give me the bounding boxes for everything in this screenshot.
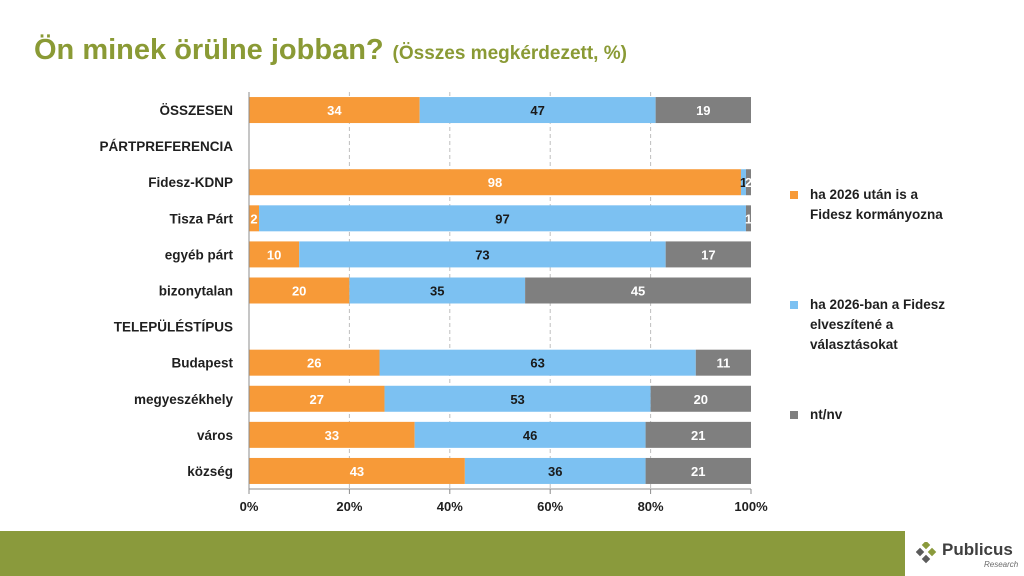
category-label: ÖSSZESEN xyxy=(159,103,233,118)
bar-segment xyxy=(299,241,666,268)
legend-swatch-blue xyxy=(790,301,798,309)
data-label: 10 xyxy=(267,247,281,262)
legend-swatch-orange xyxy=(790,191,798,199)
category-label: bizonytalan xyxy=(159,284,233,299)
diamond-logo-icon xyxy=(916,542,937,564)
legend-swatch-gray xyxy=(790,411,798,419)
bar-segment xyxy=(745,205,751,232)
category-label: Fidesz-KDNP xyxy=(148,175,233,190)
data-label: 17 xyxy=(701,247,715,262)
bar-segment xyxy=(249,169,741,196)
x-tick-label: 40% xyxy=(437,499,463,514)
data-label: 45 xyxy=(631,284,645,299)
category-label: TELEPÜLÉSTÍPUS xyxy=(114,320,233,335)
data-label: 2 xyxy=(745,175,752,190)
x-tick-label: 0% xyxy=(240,499,259,514)
logo-sub: Research xyxy=(984,560,1019,569)
category-label: Budapest xyxy=(171,356,233,371)
category-label: Tisza Párt xyxy=(169,211,233,226)
data-label: 1 xyxy=(745,211,752,226)
x-tick-label: 80% xyxy=(638,499,664,514)
data-label: 21 xyxy=(691,464,705,479)
bar-segment xyxy=(384,385,651,412)
legend-item-fidesz-loses: ha 2026-ban a Fidesz elveszítené a válas… xyxy=(790,295,1020,359)
data-label: 20 xyxy=(694,392,708,407)
data-label: 47 xyxy=(530,103,544,118)
category-label: megyeszékhely xyxy=(134,392,234,407)
category-label: PÁRTPREFERENCIA xyxy=(99,139,233,154)
legend-label-line: választásokat xyxy=(810,337,898,352)
logo-name: Publicus xyxy=(942,540,1013,559)
legend-label-line: nt/nv xyxy=(810,407,843,422)
stacked-bar-chart: 0% 20% 40% 60% 80% 100% ÖSSZESEN 34 47 19 PÁRTPREF… xyxy=(99,92,768,514)
bar-segment xyxy=(249,385,385,412)
bar-segment xyxy=(414,421,646,448)
data-label: 1 xyxy=(740,175,747,190)
x-tick-label: 100% xyxy=(734,499,768,514)
bar-segment xyxy=(249,349,380,376)
bar-segment xyxy=(249,241,300,268)
data-label: 73 xyxy=(475,247,489,262)
publicus-logo: Publicus Research xyxy=(914,537,1022,573)
bar-segment xyxy=(349,277,526,304)
data-label: 11 xyxy=(717,356,731,371)
bar-segment xyxy=(665,241,751,268)
bar-segment xyxy=(249,457,465,484)
legend-label-line: ha 2026 után is a xyxy=(810,187,919,202)
bar-segment xyxy=(525,277,751,304)
bar-segment xyxy=(745,169,751,196)
legend-item-ntnv: nt/nv xyxy=(790,405,1020,427)
bar-segment xyxy=(655,97,751,124)
bar-segment xyxy=(740,169,746,196)
data-label: 98 xyxy=(488,175,502,190)
category-label: község xyxy=(187,464,233,479)
bar-segment xyxy=(249,205,260,232)
bar-segment xyxy=(419,97,656,124)
data-label: 21 xyxy=(691,428,705,443)
title-main: Ön minek örülne jobban? xyxy=(34,34,384,66)
data-label: 63 xyxy=(530,356,544,371)
bar-segment xyxy=(695,349,751,376)
bar-segment xyxy=(249,421,415,448)
data-label: 27 xyxy=(310,392,324,407)
data-label: 43 xyxy=(350,464,364,479)
bar-segment xyxy=(645,421,751,448)
category-label: város xyxy=(197,428,233,443)
data-label: 26 xyxy=(307,356,321,371)
footer-bar xyxy=(0,531,905,576)
data-label: 19 xyxy=(696,103,710,118)
data-label: 97 xyxy=(495,211,509,226)
data-label: 53 xyxy=(510,392,524,407)
bar-segment xyxy=(249,97,420,124)
data-label: 33 xyxy=(325,428,339,443)
bar-segment xyxy=(645,457,751,484)
data-label: 35 xyxy=(430,284,444,299)
legend-label-line: Fidesz kormányozna xyxy=(810,207,943,222)
bar-segment xyxy=(650,385,751,412)
data-label: 20 xyxy=(292,284,306,299)
x-tick-label: 60% xyxy=(537,499,563,514)
bar-segment xyxy=(379,349,696,376)
page-title: Ön minek örülne jobban? (Összes megkérde… xyxy=(34,30,627,67)
data-label: 36 xyxy=(548,464,562,479)
bar-segment xyxy=(249,277,350,304)
data-label: 46 xyxy=(523,428,537,443)
x-tick-label: 20% xyxy=(336,499,362,514)
legend-item-fidesz-stays: ha 2026 után is a Fidesz kormányozna xyxy=(790,185,1020,229)
category-label: egyéb párt xyxy=(165,247,234,262)
bar-segment xyxy=(259,205,746,232)
legend-label-line: ha 2026-ban a Fidesz xyxy=(810,297,946,312)
data-label: 34 xyxy=(327,103,342,118)
title-subtitle: (Összes megkérdezett, %) xyxy=(392,43,627,64)
bar-segment xyxy=(464,457,646,484)
legend-label-line: elveszítené a xyxy=(810,317,894,332)
data-label: 2 xyxy=(250,211,257,226)
